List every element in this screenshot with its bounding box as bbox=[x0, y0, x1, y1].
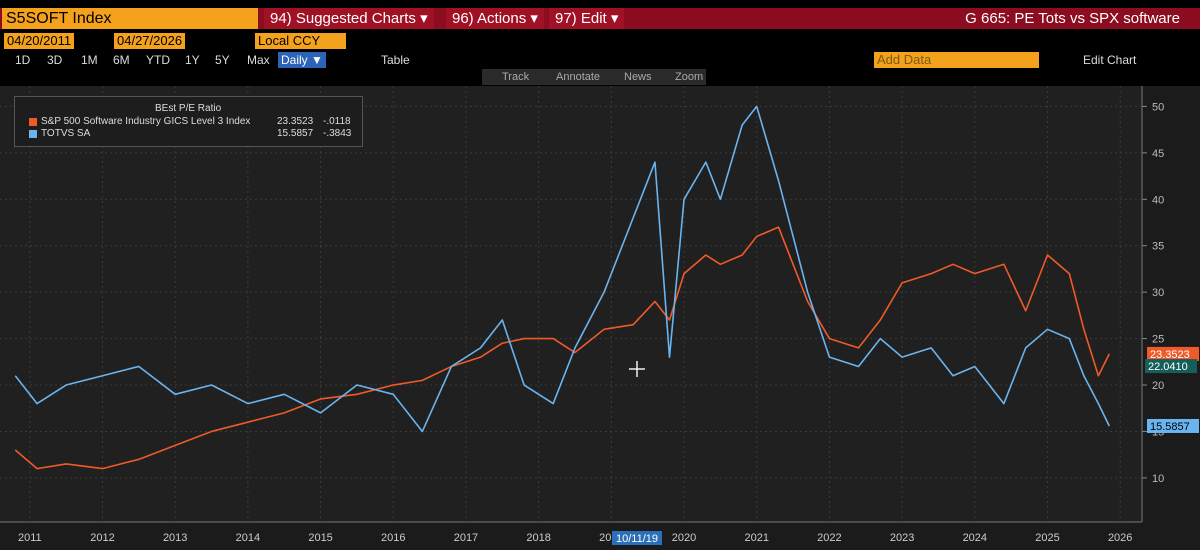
last-value-label: 15.5857 bbox=[1150, 421, 1190, 433]
period-button[interactable]: 3D bbox=[47, 53, 63, 67]
tool[interactable]: News bbox=[624, 71, 652, 83]
period-button[interactable]: 5Y bbox=[215, 53, 230, 67]
legend-title: BEst P/E Ratio bbox=[155, 103, 222, 114]
x-tick-label: 2015 bbox=[308, 532, 332, 544]
add-data[interactable]: Add Data bbox=[874, 52, 1039, 68]
y-tick-label: 35 bbox=[1152, 241, 1164, 253]
legend-change: -.0118 bbox=[323, 116, 351, 127]
crosshair-value-label: 22.0410 bbox=[1148, 361, 1188, 373]
end-date[interactable]: 04/27/2026 bbox=[114, 33, 186, 49]
x-tick-label: 2022 bbox=[817, 532, 841, 544]
plot-area bbox=[0, 86, 1142, 522]
legend-swatch bbox=[29, 118, 37, 126]
chart-name: G 665: PE Tots vs SPX software bbox=[965, 10, 1180, 27]
y-tick-label: 30 bbox=[1152, 287, 1164, 299]
x-tick-label: 2023 bbox=[890, 532, 914, 544]
legend: BEst P/E Ratio S&P 500 Software Industry… bbox=[14, 96, 363, 147]
y-tick-label: 50 bbox=[1152, 101, 1164, 113]
series-line bbox=[14, 105, 1111, 433]
tool[interactable]: Annotate bbox=[556, 71, 601, 83]
x-tick-label: 2017 bbox=[454, 532, 478, 544]
x-tick-label: 2018 bbox=[526, 532, 550, 544]
x-tick-label: 2021 bbox=[744, 532, 768, 544]
menu[interactable]: 96) Actions ▾ bbox=[446, 8, 544, 29]
x-tick-label: 2013 bbox=[163, 532, 187, 544]
y-tick-label: 40 bbox=[1152, 194, 1164, 206]
y-tick-label: 45 bbox=[1152, 148, 1164, 160]
x-tick-label: 2016 bbox=[381, 532, 405, 544]
cursor-date-box bbox=[612, 531, 662, 545]
period-button[interactable]: 1Y bbox=[185, 53, 200, 67]
x-tick-label: 2014 bbox=[236, 532, 260, 544]
period-button[interactable]: YTD bbox=[146, 53, 170, 67]
x-tick-label: 2024 bbox=[963, 532, 987, 544]
legend-entry: S&P 500 Software Industry GICS Level 3 I… bbox=[41, 116, 251, 127]
start-date[interactable]: 04/20/2011 bbox=[4, 33, 75, 49]
crosshair-value-box bbox=[1145, 359, 1197, 374]
y-tick-label: 20 bbox=[1152, 380, 1164, 392]
tool[interactable]: Track bbox=[502, 71, 530, 83]
last-value-box bbox=[1147, 346, 1199, 361]
security-field[interactable]: S5SOFT Index bbox=[2, 8, 258, 29]
legend-change: -.3843 bbox=[323, 128, 352, 139]
legend-swatch bbox=[29, 130, 37, 138]
x-tick-label: 2012 bbox=[90, 532, 114, 544]
x-tick-label: 2020 bbox=[672, 532, 696, 544]
legend-last: 15.5857 bbox=[277, 128, 314, 139]
legend-last: 23.3523 bbox=[277, 116, 314, 127]
period-button[interactable]: 1D bbox=[15, 53, 31, 67]
last-value-box bbox=[1147, 418, 1199, 433]
y-tick-label: 10 bbox=[1152, 473, 1164, 485]
x-tick-label: 2026 bbox=[1108, 532, 1132, 544]
crosshair-icon bbox=[629, 361, 645, 377]
period-button[interactable]: Max bbox=[247, 53, 270, 67]
y-tick-label: 25 bbox=[1152, 334, 1164, 346]
frequency[interactable]: Daily ▼ bbox=[278, 52, 326, 68]
x-tick-label: 2025 bbox=[1035, 532, 1059, 544]
edit-chart[interactable]: Edit Chart bbox=[1083, 53, 1137, 67]
last-value-label: 23.3523 bbox=[1150, 349, 1190, 361]
cursor-date-label: 10/11/19 bbox=[616, 533, 658, 545]
period-button[interactable]: 6M bbox=[113, 53, 130, 67]
currency[interactable]: Local CCY bbox=[255, 33, 346, 49]
legend-entry: TOTVS SA bbox=[41, 128, 91, 139]
menu[interactable]: 94) Suggested Charts ▾ bbox=[264, 8, 434, 29]
tool[interactable]: Zoom bbox=[675, 71, 704, 83]
x-tick-label: 2011 bbox=[18, 532, 42, 544]
table-button[interactable]: Table bbox=[381, 53, 410, 67]
series-line bbox=[14, 226, 1111, 470]
period-button[interactable]: 1M bbox=[81, 53, 98, 67]
menu[interactable]: 97) Edit ▾ bbox=[549, 8, 625, 29]
toolbar bbox=[482, 69, 706, 85]
